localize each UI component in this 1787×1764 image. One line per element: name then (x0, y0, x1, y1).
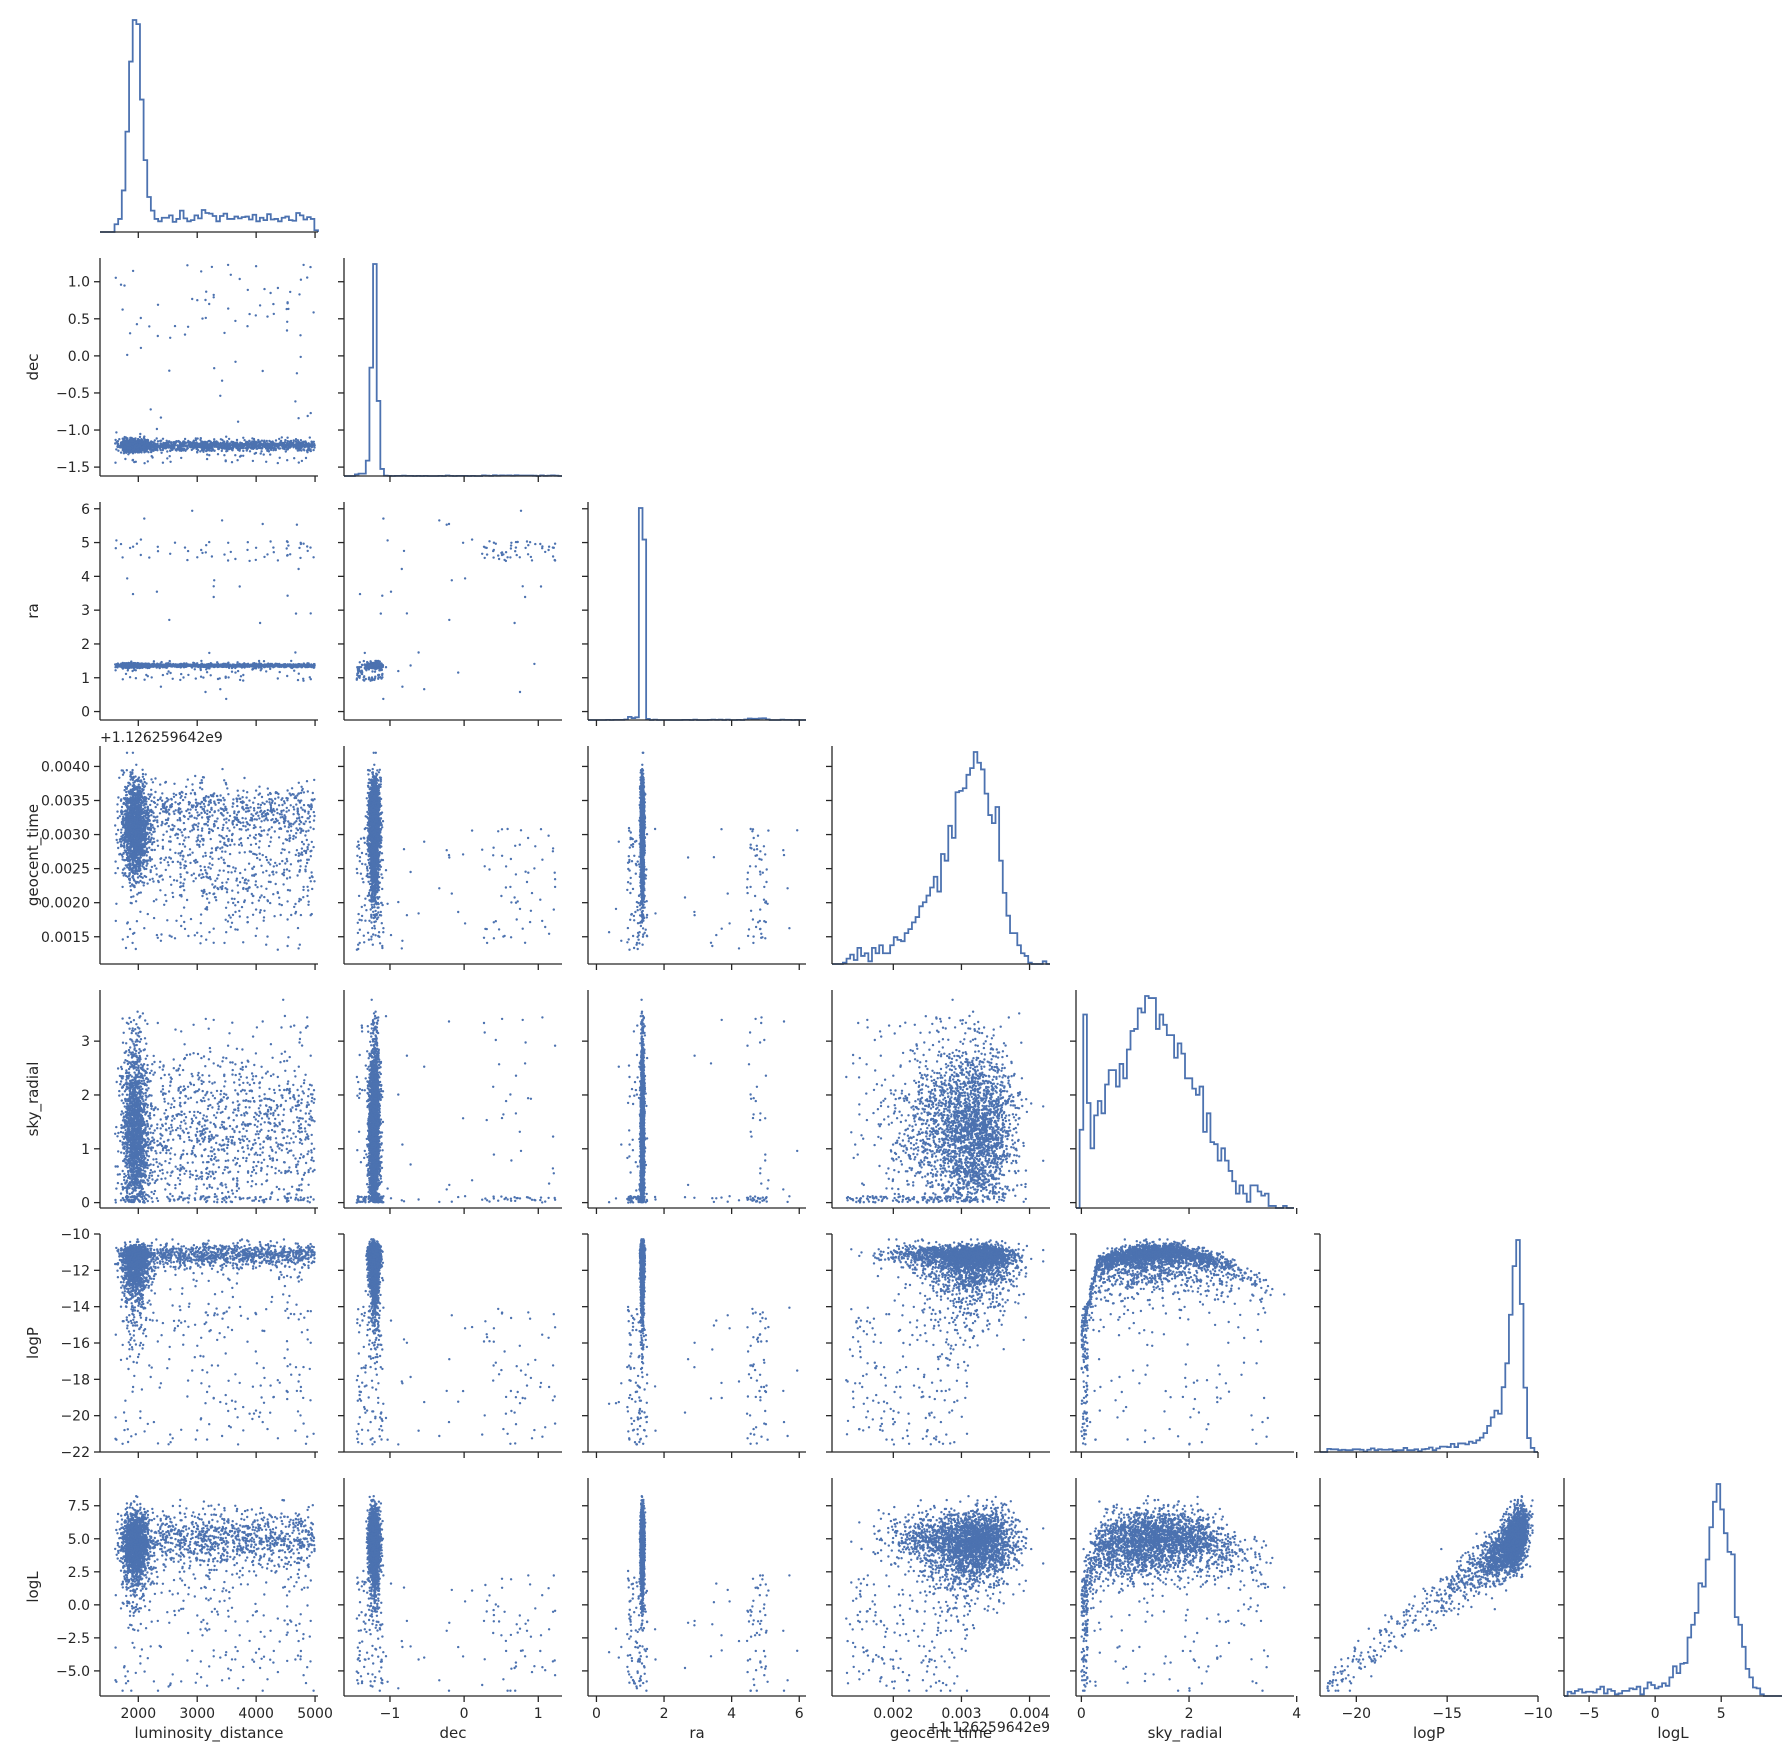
point (120, 451, 122, 453)
point (284, 439, 286, 441)
point (147, 451, 149, 453)
panel-dec-vs-luminosity_distance (114, 264, 316, 465)
point (285, 450, 287, 452)
scatter-layer (114, 264, 1534, 1692)
point (275, 439, 277, 441)
point (221, 450, 223, 452)
point (213, 438, 215, 440)
